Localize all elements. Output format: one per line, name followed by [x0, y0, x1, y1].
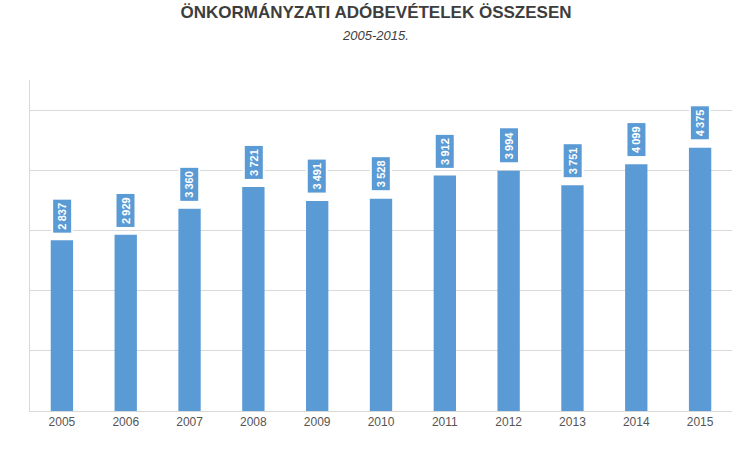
- svg-text:2 837: 2 837: [56, 203, 68, 230]
- svg-text:3 994: 3 994: [503, 132, 515, 160]
- svg-text:3 912: 3 912: [439, 138, 451, 165]
- svg-text:4 099: 4 099: [630, 126, 642, 153]
- svg-text:2008: 2008: [240, 415, 267, 429]
- svg-text:2009: 2009: [304, 415, 331, 429]
- svg-text:3 360: 3 360: [183, 171, 195, 198]
- svg-text:2006: 2006: [112, 415, 139, 429]
- svg-text:2005: 2005: [49, 415, 76, 429]
- svg-text:3 528: 3 528: [375, 160, 387, 187]
- svg-text:2011: 2011: [432, 415, 458, 429]
- svg-text:3 721: 3 721: [248, 149, 260, 176]
- svg-text:2 929: 2 929: [120, 197, 132, 224]
- svg-text:2012: 2012: [495, 415, 522, 429]
- svg-text:2013: 2013: [559, 415, 586, 429]
- svg-text:2010: 2010: [368, 415, 395, 429]
- svg-text:2014: 2014: [623, 415, 650, 429]
- svg-text:2015: 2015: [687, 415, 714, 429]
- svg-text:4 375: 4 375: [694, 110, 706, 137]
- svg-text:3 751: 3 751: [567, 148, 579, 175]
- svg-text:2007: 2007: [176, 415, 203, 429]
- svg-text:ÖNKORMÁNYZATI ADÓBEVÉTELEK ÖSS: ÖNKORMÁNYZATI ADÓBEVÉTELEK ÖSSZESEN2005-…: [180, 3, 571, 43]
- svg-text:3 491: 3 491: [311, 163, 323, 190]
